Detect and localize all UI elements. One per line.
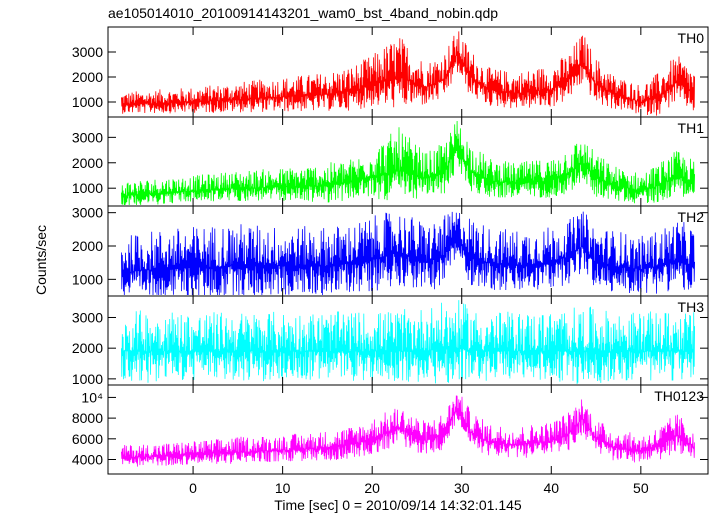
y-tick-label: 1000: [72, 94, 103, 110]
series-line-th0: [121, 31, 695, 116]
panel-label: TH2: [678, 209, 705, 225]
series-line-th1: [121, 120, 695, 206]
y-axis-label: Counts/sec: [33, 225, 49, 295]
y-tick-label: 2000: [72, 238, 103, 254]
panel-frame: [107, 384, 709, 475]
panel-label: TH0: [678, 30, 705, 46]
x-tick-label: 50: [633, 480, 649, 496]
y-tick-label: 1000: [72, 371, 103, 387]
x-axis-label: Time [sec] 0 = 2010/09/14 14:32:01.145: [274, 497, 522, 513]
panels: 1000 2000 3000 TH0 1000 2000 3000 TH1 1000 2000 30…: [72, 26, 709, 475]
y-tick-label: 2000: [72, 69, 103, 85]
panel-th0: 1000 2000 3000 TH0: [72, 26, 709, 118]
x-tick-label: 10: [275, 480, 291, 496]
panel-th1: 1000 2000 3000 TH1: [72, 116, 709, 207]
y-tick-label: 3000: [72, 205, 103, 221]
x-tick-labels: 0 10 20 30 40 50: [189, 480, 649, 496]
panel-label: TH3: [678, 299, 705, 315]
panel-label: TH1: [678, 120, 705, 136]
y-tick-label: 2000: [72, 340, 103, 356]
series-line-th0123: [121, 395, 695, 467]
y-tick-label: 1000: [72, 271, 103, 287]
y-tick-label: 3000: [72, 44, 103, 60]
y-tick-label: 10⁴: [81, 389, 103, 405]
series-line-th2: [121, 211, 695, 296]
panel-th2: 1000 2000 3000 TH2: [72, 205, 709, 297]
chart-title: ae105014010_20100914143201_wam0_bst_4ban…: [108, 5, 498, 21]
y-tick-label: 3000: [72, 309, 103, 325]
x-tick-label: 40: [543, 480, 559, 496]
series-line-th3: [121, 300, 695, 385]
x-tick-label: 30: [454, 480, 470, 496]
y-tick-label: 3000: [72, 129, 103, 145]
panel-th0123: 4000 6000 8000 10⁴ TH0123: [72, 384, 709, 475]
y-tick-label: 6000: [72, 431, 103, 447]
panel-th3: 1000 2000 3000 TH3: [72, 295, 709, 387]
x-tick-label: 20: [364, 480, 380, 496]
y-tick-label: 8000: [72, 410, 103, 426]
y-tick-label: 2000: [72, 155, 103, 171]
x-tick-label: 0: [189, 480, 197, 496]
y-tick-label: 1000: [72, 180, 103, 196]
panel-label: TH0123: [654, 388, 704, 404]
y-tick-label: 4000: [72, 452, 103, 468]
